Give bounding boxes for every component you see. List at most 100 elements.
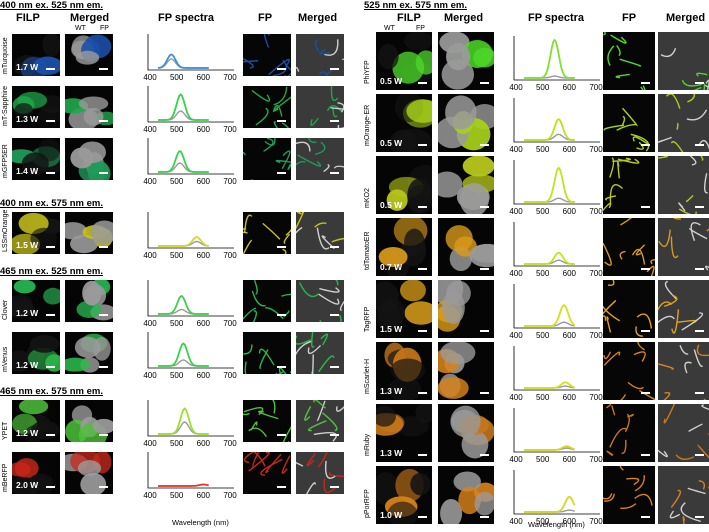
- scale-bar: [99, 314, 108, 316]
- cell-outline: [675, 454, 695, 460]
- x-tick-label: 500: [170, 251, 184, 260]
- cell-outline: [265, 453, 282, 474]
- right-merged-tile-mOrange-ER: [438, 94, 494, 152]
- cell-outline: [670, 141, 684, 152]
- x-tick-label: 600: [197, 73, 211, 82]
- x-tick-label: 500: [536, 455, 550, 464]
- x-tick-label: 700: [589, 331, 603, 340]
- leaf-shape: [78, 141, 106, 164]
- right-spectrum-PhiYFP-svg: 400 500 600 700: [509, 36, 603, 92]
- scale-bar: [480, 144, 489, 146]
- leaf-shape: [92, 418, 113, 434]
- cell-outline: [700, 156, 704, 161]
- cell-outline: [603, 202, 612, 212]
- x-tick-label: 600: [563, 331, 577, 340]
- x-axis-title-right: Wavelength (nm): [528, 520, 585, 529]
- scale-bar: [418, 144, 427, 146]
- cell-outline: [673, 218, 681, 220]
- filp-tile-mT-Sapphire-image: [12, 91, 60, 123]
- scale-bar: [330, 246, 339, 248]
- leaf-shape: [12, 294, 33, 315]
- scale-bar: [480, 330, 489, 332]
- cell-outline: [603, 299, 617, 315]
- right-fp-tile-mOrange-ER: [603, 94, 655, 152]
- cell-outline: [296, 161, 306, 166]
- leaf-shape: [83, 107, 104, 126]
- row-label-mT-Sapphire: mT-Sapphire: [2, 85, 9, 126]
- cell-outline: [660, 47, 677, 58]
- scale-bar: [480, 392, 489, 394]
- x-tick-label: 600: [563, 145, 577, 154]
- row-label-mBeRFP: mBeRFP: [2, 463, 9, 492]
- tile-background: [658, 404, 709, 462]
- x-tick-label: 700: [589, 455, 603, 464]
- right-spectrum-mRuby: 400 500 600 700: [509, 408, 603, 464]
- cell-outline: [326, 105, 343, 113]
- x-tick-label: 400: [509, 331, 523, 340]
- cell-outline: [620, 394, 627, 400]
- axis-line: [513, 408, 600, 453]
- cell-outline: [606, 316, 612, 333]
- cell-outline: [676, 122, 679, 130]
- cell-outline: [658, 136, 672, 143]
- leaf-shape: [376, 405, 396, 427]
- right-spectrum-TagRFP-svg: 400 500 600 700: [509, 284, 603, 340]
- x-tick-label: 700: [589, 393, 603, 402]
- right-merged-tile-TagRFP-image: [438, 280, 471, 332]
- row-label-Clover: Clover: [2, 299, 9, 320]
- scale-bar: [277, 172, 286, 174]
- cell-outline: [610, 34, 627, 44]
- scale-bar: [418, 516, 427, 518]
- cell-outline: [603, 351, 612, 360]
- spectrum-mBeRFP-svg: 400 500 600 700: [143, 452, 237, 500]
- fp-spectrum-line: [524, 495, 576, 513]
- spectrum-mTurquoise-svg: 400 500 600 700: [143, 34, 237, 82]
- merged-tile-mVenus: [65, 332, 113, 374]
- cell-outline: [324, 460, 336, 479]
- x-tick-label: 700: [589, 517, 603, 526]
- cell-outline: [317, 452, 328, 468]
- right-spectrum-mKO2-svg: 400 500 600 700: [509, 160, 603, 216]
- right-header-merged: Merged: [444, 12, 484, 24]
- power-label: 0.5 W: [380, 138, 403, 148]
- right-filp-tile-mKO2: 0.5 W: [376, 156, 432, 214]
- leaf-shape: [403, 32, 432, 51]
- filp-tile-mVenus: 1.2 W: [12, 332, 60, 374]
- right-fp-tile-mScarlet-H-image: [603, 342, 655, 400]
- cell-outline: [296, 335, 311, 345]
- scale-bar: [46, 246, 55, 248]
- cell-outline: [243, 214, 253, 233]
- right-header-merged-2: Merged: [666, 12, 706, 24]
- leaf-shape: [442, 290, 465, 325]
- cell-outline: [323, 478, 337, 494]
- cell-outline: [681, 312, 704, 331]
- cell-outline: [243, 239, 253, 254]
- cell-outline: [328, 471, 344, 478]
- merged-tile-mVenus-image: [65, 333, 111, 373]
- axis-line: [513, 470, 600, 515]
- right-merged-tile-mOrange-ER-image: [438, 95, 494, 151]
- cell-outline: [243, 412, 250, 416]
- merged-tile-LSSmOrange: [65, 212, 113, 254]
- leaf-shape: [76, 300, 102, 318]
- scale-bar: [418, 206, 427, 208]
- scale-bar: [641, 206, 650, 208]
- right-fp-tile-TagRFP: [603, 280, 655, 338]
- fp-spectrum-line: [524, 303, 576, 327]
- leaf-shape: [90, 220, 113, 244]
- leaf-shape: [378, 298, 406, 328]
- scale-bar: [641, 330, 650, 332]
- cell-outline: [684, 361, 692, 374]
- spectrum-Clover-svg: 400 500 600 700: [143, 280, 237, 328]
- leaf-shape: [80, 472, 107, 494]
- cell-outline: [265, 307, 284, 320]
- right-merged-tile-mScarlet-H-image: [438, 342, 476, 399]
- cell-outline: [320, 333, 329, 346]
- scale-bar: [330, 68, 339, 70]
- x-tick-label: 400: [509, 455, 523, 464]
- scale-bar: [277, 434, 286, 436]
- right-merged-tile-pPorRFP-image: [440, 471, 494, 524]
- power-label: 0.5 W: [380, 200, 403, 210]
- right-filp-tile-mScarlet-H-image: [384, 342, 426, 400]
- cell-outline: [682, 516, 686, 524]
